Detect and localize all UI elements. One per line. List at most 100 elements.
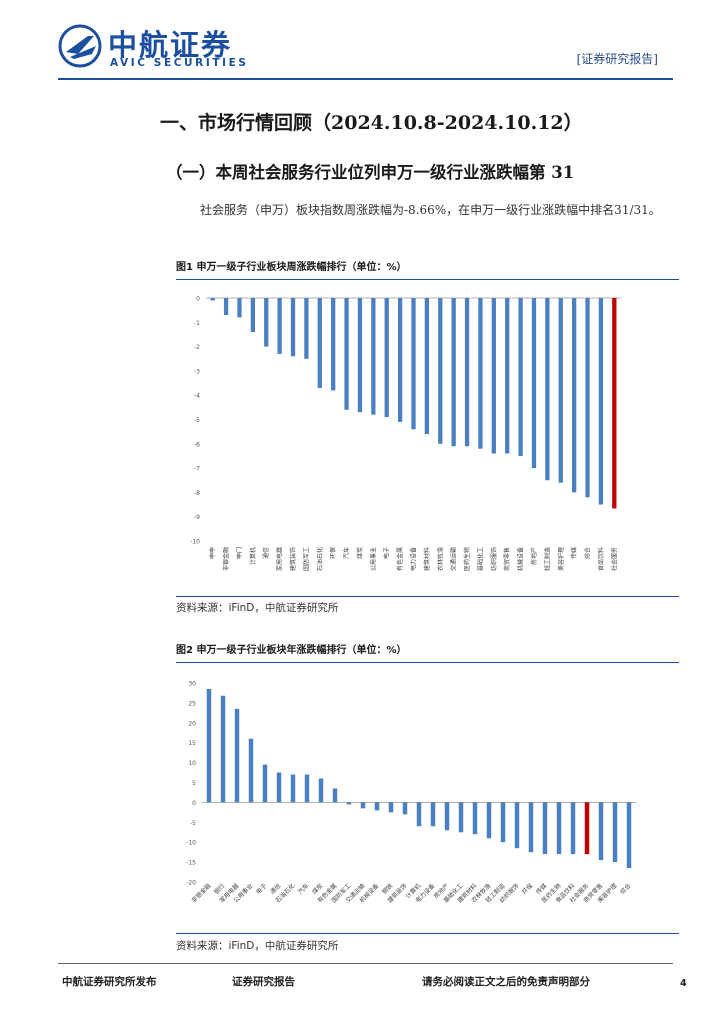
y-tick-label: -10 [190, 539, 200, 546]
y-tick-label: 15 [188, 740, 196, 747]
bar-社会服务 [612, 298, 617, 509]
bar-家用电器 [277, 298, 282, 354]
bar-电子 [262, 764, 268, 803]
bar-钢铁 [237, 298, 242, 318]
figure2-title: 图2 申万一级子行业板块年涨跌幅排行（单位：%） [176, 645, 407, 656]
bar-建筑装饰 [290, 298, 296, 357]
bar-非银金融 [223, 298, 229, 316]
x-category-label: 交通运输 [450, 547, 458, 571]
x-category-label: 国防军工 [302, 547, 310, 571]
figure1-weekly-change-chart: 0-1-2-3-4-5-6-7-8-9-10申申 非银金融 申门 计算机 通信 家用电器建… [190, 296, 621, 571]
body-paragraph: 社会服务（申万）板块指数周涨跌幅为-8.66%，在申万一级行业涨跌幅中排名31/… [200, 203, 661, 217]
bar-有色金属 [332, 788, 338, 803]
x-category-label: 纺织服饰 [490, 547, 498, 571]
bar-电力设备 [430, 802, 436, 827]
y-tick-label: -5 [190, 820, 196, 827]
page-number: 4 [680, 978, 687, 989]
bar-交通运输 [360, 802, 366, 809]
footer-divider [58, 963, 673, 964]
bar-纺织服饰 [491, 298, 496, 454]
figure1-top-rule [176, 279, 679, 280]
bar-纺织服饰 [514, 802, 520, 849]
x-category-label: 电力设备 [410, 547, 418, 571]
avic-logo-icon [58, 24, 102, 68]
report-type-tag: [证券研究报告] [576, 52, 658, 66]
y-tick-label: 25 [188, 700, 196, 707]
bar-环保 [331, 298, 336, 391]
bar-银行 [210, 298, 215, 301]
logo-english-name: AVIC SECURITIES [110, 57, 249, 69]
footer-publisher: 中航证券研究所发布 [62, 976, 157, 988]
bar-煤炭 [357, 298, 363, 413]
bar-石油石化 [290, 774, 296, 803]
x-category-label: 商贸零售 [503, 547, 511, 571]
bar-基础化工 [478, 298, 483, 449]
figure1-source: 资料来源：iFinD，中航证券研究所 [176, 602, 339, 614]
x-category-label: 机械设备 [517, 547, 525, 571]
bar-轻工制造 [545, 298, 550, 481]
y-tick-label: -4 [194, 393, 200, 400]
x-category-label: 通信 [262, 547, 270, 559]
bar-计算机 [416, 802, 422, 827]
bar-轻工制造 [500, 802, 506, 843]
x-category-label: 申门 [235, 547, 243, 559]
y-tick-label: -20 [186, 880, 196, 887]
bar-煤炭 [318, 778, 324, 803]
bar-传媒 [542, 802, 548, 855]
bar-房地产 [444, 802, 450, 831]
figure2-top-rule [176, 662, 679, 663]
header-divider [58, 78, 673, 80]
y-tick-label: 5 [192, 780, 196, 787]
x-category-label: 汽车 [296, 882, 310, 896]
x-category-label: 房地产 [530, 547, 538, 565]
bar-医药生物 [556, 802, 562, 855]
figure2-bottom-rule [176, 933, 679, 934]
bar-综合 [626, 802, 632, 869]
footer-disclaimer-note: 请务必阅读正文之后的免责声明部分 [422, 976, 590, 988]
bar-石油石化 [317, 298, 322, 388]
x-category-label: 基础化工 [476, 547, 484, 571]
bar-非银金融 [206, 688, 212, 803]
bar-建筑材料 [424, 298, 430, 435]
section-title: 一、市场行情回顾（2024.10.8-2024.10.12） [160, 112, 583, 134]
y-tick-label: -9 [194, 514, 200, 521]
figure1-title: 图1 申万一级子行业板块周涨跌幅排行（单位：%） [176, 262, 407, 273]
x-category-label: 汽车 [343, 547, 351, 559]
footer-report-type: 证券研究报告 [232, 976, 295, 988]
bar-医药生物 [464, 298, 470, 447]
bar-环保 [528, 802, 534, 853]
bar-汽车 [344, 298, 349, 410]
y-tick-label: -1 [194, 320, 200, 327]
x-category-label: 轻工制造 [543, 547, 551, 571]
bar-有色金属 [397, 298, 403, 422]
bar-公用事业 [248, 738, 254, 803]
bar-建筑装饰 [402, 802, 408, 815]
figure2-source: 资料来源：iFinD，中航证券研究所 [176, 940, 339, 952]
y-tick-label: -7 [194, 466, 200, 473]
bar-综合 [585, 298, 590, 498]
y-tick-label: -3 [194, 368, 200, 375]
bar-建筑材料 [472, 802, 478, 835]
x-category-label: 申申 [209, 547, 217, 559]
bar-计算机 [250, 298, 255, 333]
x-category-label: 煤炭 [356, 547, 364, 559]
y-tick-label: 0 [196, 296, 200, 303]
bar-商贸零售 [505, 298, 510, 454]
x-category-label: 计算机 [249, 547, 257, 565]
bar-通信 [276, 772, 282, 803]
x-category-label: 综合 [618, 882, 632, 896]
figure2-yearly-change-chart: 302520151050-5-10-15-20非银金融 银行家用电器公用事业 电子通… [186, 681, 636, 904]
x-category-label: 电子 [254, 882, 268, 896]
bar-食品饮料 [570, 802, 576, 855]
y-tick-label: -15 [186, 860, 196, 867]
bar-电力设备 [411, 298, 416, 430]
bar-传媒 [572, 298, 577, 493]
x-category-label: 有色金属 [396, 547, 404, 571]
x-category-label: 建筑装饰 [289, 547, 297, 571]
y-tick-label: 10 [188, 760, 196, 767]
x-category-label: 医药生物 [463, 547, 471, 571]
x-category-label: 石油石化 [316, 547, 324, 571]
bar-食品饮料 [598, 298, 604, 505]
x-category-label: 电子 [383, 547, 391, 559]
logo-chinese-name: 中航证券 [108, 28, 233, 62]
